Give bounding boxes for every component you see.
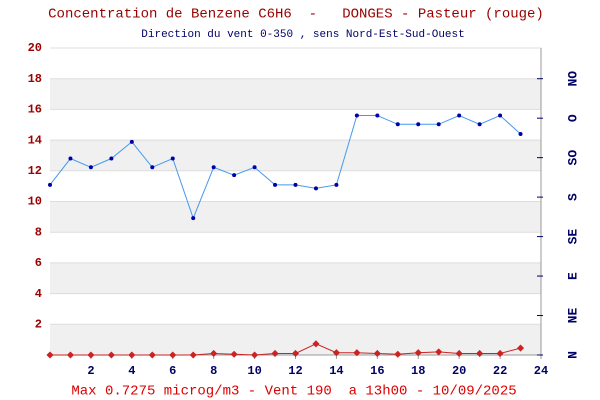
point — [68, 156, 73, 161]
point — [87, 351, 95, 359]
x-tick-label: 10 — [247, 364, 261, 378]
y2-tick-label: SE — [565, 229, 580, 245]
point — [517, 344, 525, 352]
point — [46, 351, 54, 359]
x-tick-label: 22 — [493, 364, 507, 378]
x-tick-label: 6 — [169, 364, 176, 378]
point — [291, 349, 300, 358]
y-tick-label: 6 — [35, 256, 42, 270]
x-tick-label: 14 — [329, 364, 343, 378]
band — [50, 201, 541, 233]
point — [498, 113, 503, 118]
y-tick-label: 16 — [28, 103, 42, 117]
point — [107, 351, 115, 359]
y-tick-label: 14 — [28, 133, 42, 147]
series-line — [49, 114, 521, 220]
y2-tick-label: O — [565, 114, 580, 122]
point — [518, 131, 523, 136]
point — [169, 351, 177, 359]
y2-tick-label: SO — [565, 150, 580, 166]
point — [170, 156, 175, 161]
y-tick-label: 12 — [28, 164, 42, 178]
point — [414, 349, 422, 357]
point — [211, 165, 216, 170]
x-tick-label: 18 — [411, 364, 425, 378]
point — [273, 182, 278, 187]
y-tick-label: 20 — [28, 41, 42, 55]
x-tick-label: 12 — [288, 364, 302, 378]
point — [313, 186, 318, 191]
band — [50, 324, 541, 355]
point — [189, 351, 197, 359]
point — [436, 122, 441, 127]
y2-tick-label: NE — [565, 308, 580, 324]
point — [496, 349, 504, 358]
y-tick-label: 18 — [28, 72, 42, 86]
point — [373, 349, 381, 358]
x-tick-label: 8 — [210, 364, 217, 378]
x-tick-label: 2 — [87, 364, 94, 378]
point — [129, 139, 134, 144]
y-tick-label: 10 — [28, 195, 42, 209]
point — [375, 113, 380, 118]
x-tick-label: 24 — [534, 364, 548, 378]
point — [88, 165, 93, 170]
point — [353, 349, 361, 357]
point — [191, 216, 196, 221]
band — [50, 78, 541, 110]
x-tick-label: 4 — [128, 364, 135, 378]
chart-subtitle: Direction du vent 0-350 , sens Nord-Est-… — [141, 29, 464, 41]
point — [477, 122, 482, 127]
point — [334, 182, 339, 187]
point — [271, 349, 279, 358]
point — [109, 156, 114, 161]
point — [435, 348, 443, 356]
chart-title: Concentration de Benzene C6H6 - DONGES -… — [48, 7, 544, 23]
point — [232, 173, 237, 178]
x-tick-label: 16 — [370, 364, 384, 378]
point — [455, 349, 463, 358]
y2-tick-label: NO — [565, 71, 580, 87]
x-tick-label: 20 — [452, 364, 466, 378]
point — [312, 340, 320, 348]
point — [66, 351, 74, 359]
point — [394, 350, 402, 358]
point — [150, 165, 155, 170]
chart-footer: Max 0.7275 microg/m3 - Vent 190 a 13h00 … — [71, 384, 516, 400]
point — [293, 182, 298, 187]
y-tick-label: 2 — [35, 317, 42, 331]
band — [50, 140, 541, 171]
y2-tick-label: E — [565, 272, 580, 280]
point — [354, 113, 359, 118]
point — [332, 349, 340, 357]
y2-tick-label: N — [565, 351, 580, 359]
y2-tick-label: S — [565, 193, 580, 201]
point — [476, 349, 484, 358]
point — [148, 351, 156, 359]
point — [210, 349, 218, 358]
point — [395, 122, 400, 127]
point — [230, 350, 238, 358]
point — [128, 351, 136, 359]
point — [48, 182, 52, 187]
y-tick-label: 8 — [35, 225, 42, 239]
band — [50, 262, 541, 294]
point — [252, 165, 257, 170]
point — [416, 122, 421, 127]
y-tick-label: 4 — [35, 287, 42, 301]
point — [457, 113, 462, 118]
